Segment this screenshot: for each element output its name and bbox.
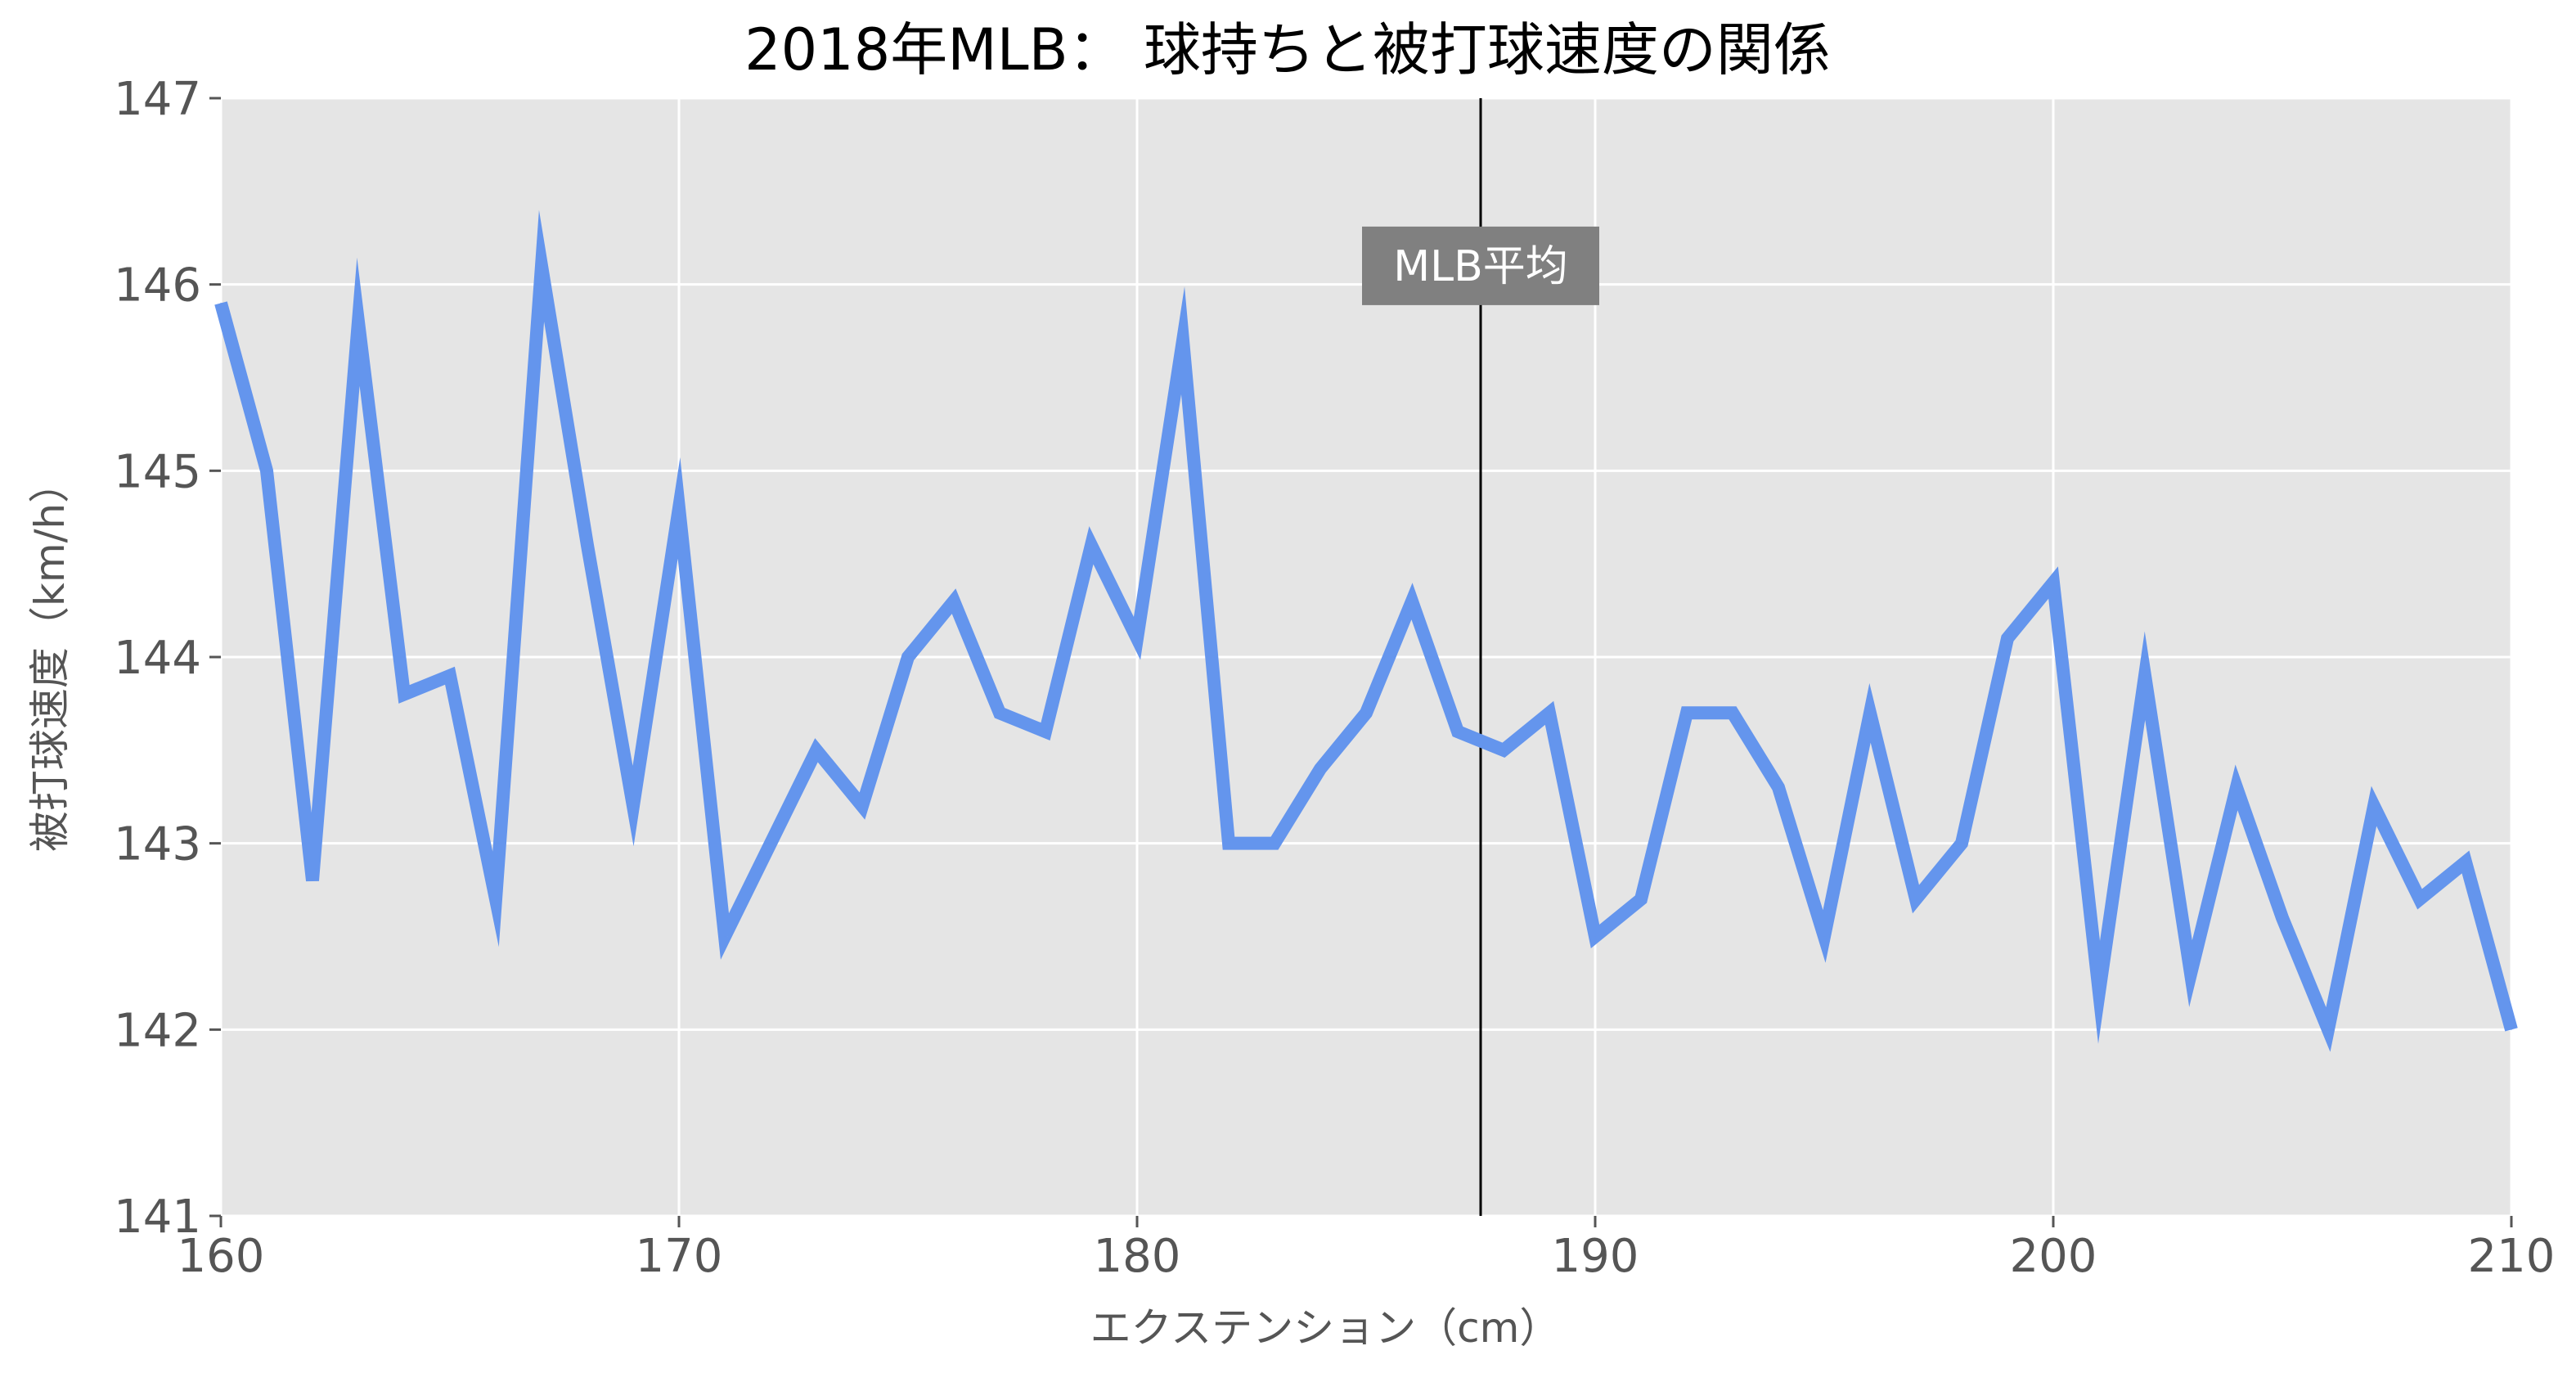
data-point [2327, 1029, 2329, 1030]
data-point [678, 507, 680, 509]
chart-title: 2018年MLB： 球持ちと被打球速度の関係 [744, 16, 1831, 83]
data-point [724, 936, 726, 937]
data-point [1778, 786, 1779, 788]
data-point [587, 544, 588, 546]
x-tick-label: 210 [2468, 1230, 2556, 1283]
y-tick-label: 145 [114, 445, 201, 498]
data-point [1915, 898, 1917, 900]
y-tick-label: 142 [114, 1004, 201, 1057]
data-point [907, 656, 909, 658]
annotation-layer: MLB平均 [1362, 226, 1599, 305]
data-point [2007, 637, 2008, 639]
y-tick-label: 146 [114, 259, 201, 313]
data-point [495, 898, 497, 900]
data-point [1228, 843, 1230, 844]
x-axis-label: エクステンション（cm） [1090, 1304, 1561, 1352]
data-point [1640, 898, 1642, 900]
y-axis-label: 被打球速度（km/h） [26, 462, 74, 852]
data-point [1136, 637, 1138, 639]
data-point [1090, 544, 1092, 546]
y-tick-label: 143 [114, 818, 201, 871]
data-point [403, 694, 405, 696]
data-point [2373, 805, 2375, 807]
mlb-average-label: MLB平均 [1393, 242, 1568, 291]
data-point [1365, 712, 1367, 714]
axis-ticks: 160 170 180 190 200 210 141 142 143 144 145 146 147 [114, 73, 2555, 1283]
x-tick-label: 170 [636, 1230, 723, 1283]
data-point [2419, 898, 2421, 900]
data-point [2511, 1029, 2512, 1030]
data-point [1549, 712, 1550, 714]
data-point [2190, 973, 2192, 975]
mlb-average-label-box [1362, 226, 1599, 305]
data-point [1686, 712, 1688, 714]
x-tick-label: 190 [1552, 1230, 1639, 1283]
grid-lines [219, 97, 2513, 1218]
data-point [449, 675, 451, 677]
data-point [2098, 992, 2100, 993]
data-point [1869, 712, 1871, 714]
y-tick-label: 147 [114, 73, 201, 126]
data-point [220, 302, 222, 304]
data-point [632, 805, 634, 807]
y-tick-label: 141 [114, 1191, 201, 1244]
data-point [1319, 768, 1321, 770]
data-point [1594, 936, 1596, 937]
data-point [2282, 917, 2283, 919]
series-layer [214, 209, 2518, 1052]
data-point [861, 805, 863, 807]
x-tick-label: 200 [2010, 1230, 2097, 1283]
data-point [1823, 936, 1825, 937]
data-point [2144, 675, 2146, 677]
x-tick-label: 180 [1094, 1230, 1181, 1283]
data-point [312, 880, 313, 881]
data-point [2052, 582, 2054, 583]
x-tick-label: 160 [178, 1230, 265, 1283]
y-tick-label: 144 [114, 632, 201, 685]
